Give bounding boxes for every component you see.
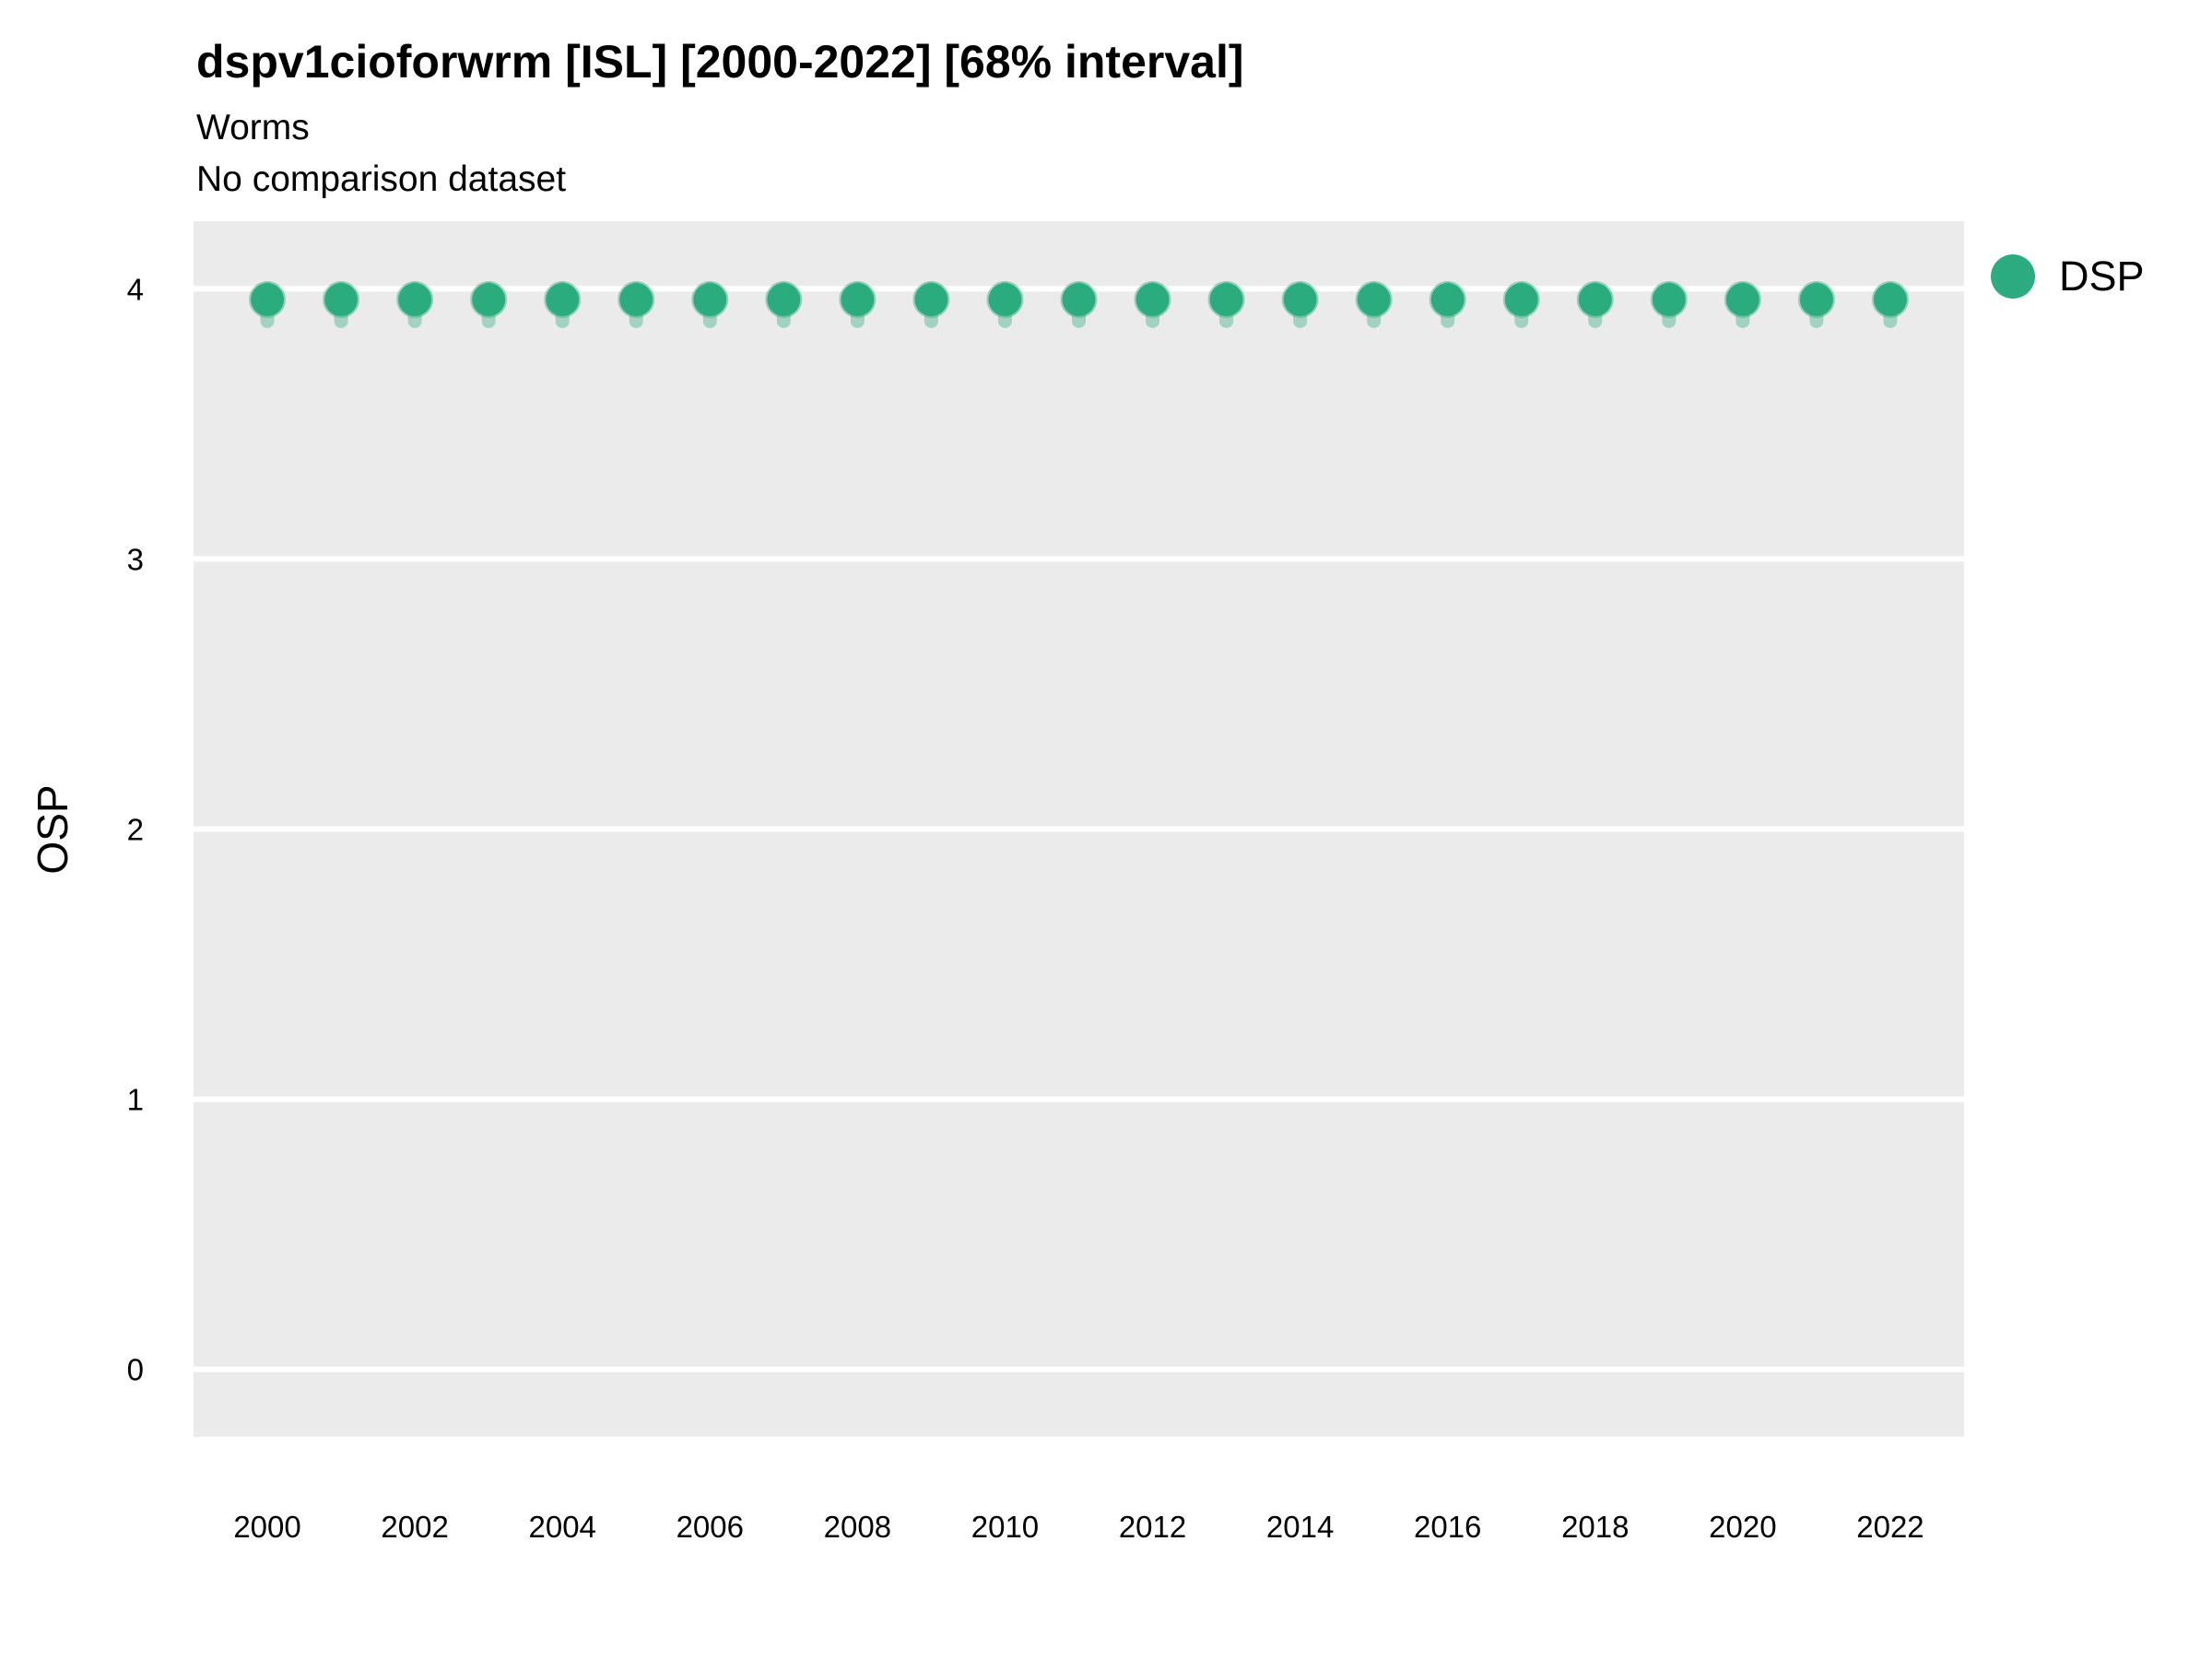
data-point: [1281, 281, 1319, 319]
x-tick-label: 2020: [1709, 1510, 1776, 1544]
data-point: [1724, 281, 1761, 319]
data-point: [1502, 281, 1540, 319]
data-point: [323, 281, 360, 319]
x-tick-label: 2008: [824, 1510, 891, 1544]
data-point: [1207, 281, 1245, 319]
data-point: [249, 281, 287, 319]
legend: DSP: [1991, 247, 2145, 306]
y-tick-label: 3: [127, 542, 144, 576]
x-tick-label: 2006: [677, 1510, 744, 1544]
chart-title: dspv1cioforwrm [ISL] [2000-2022] [68% in…: [196, 36, 1244, 88]
y-tick-label: 0: [127, 1353, 144, 1387]
data-point: [986, 281, 1024, 319]
data-point: [912, 281, 950, 319]
data-point: [691, 281, 729, 319]
x-tick-label: 2004: [528, 1510, 595, 1544]
data-point: [544, 281, 582, 319]
x-tick-label: 2014: [1266, 1510, 1334, 1544]
x-tick-label: 2016: [1414, 1510, 1481, 1544]
y-tick-label: 4: [127, 272, 144, 306]
data-point: [618, 281, 655, 319]
legend-point-icon: [1991, 254, 2035, 299]
data-point: [765, 281, 803, 319]
data-point: [470, 281, 508, 319]
data-point: [1871, 281, 1909, 319]
chart-subtitle: Worms: [196, 108, 310, 147]
data-point: [1355, 281, 1393, 319]
comparison-note: No comparison dataset: [196, 159, 567, 199]
data-point: [1797, 281, 1835, 319]
x-tick-label: 2022: [1856, 1510, 1924, 1544]
legend-label: DSP: [2059, 253, 2145, 300]
data-point: [839, 281, 877, 319]
x-tick-label: 2000: [233, 1510, 300, 1544]
data-point: [396, 281, 434, 319]
x-tick-label: 2018: [1561, 1510, 1629, 1544]
x-tick-label: 2010: [971, 1510, 1039, 1544]
data-point: [1429, 281, 1466, 319]
data-point: [1576, 281, 1614, 319]
data-point: [1134, 281, 1171, 319]
y-tick-label: 2: [127, 813, 144, 847]
x-tick-label: 2012: [1119, 1510, 1186, 1544]
data-point: [1060, 281, 1098, 319]
data-point: [1650, 281, 1688, 319]
x-tick-label: 2002: [381, 1510, 448, 1544]
y-tick-label: 1: [127, 1083, 144, 1117]
